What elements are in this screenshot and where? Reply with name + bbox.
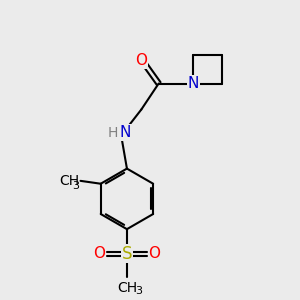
Text: O: O	[135, 53, 147, 68]
Text: N: N	[120, 125, 131, 140]
Text: O: O	[148, 246, 160, 261]
Text: 3: 3	[72, 181, 79, 191]
Text: H: H	[107, 125, 118, 140]
Text: N: N	[188, 76, 199, 91]
Text: CH: CH	[117, 281, 137, 295]
Text: S: S	[122, 245, 132, 263]
Text: CH: CH	[59, 174, 79, 188]
Text: 3: 3	[135, 286, 142, 296]
Text: O: O	[94, 246, 106, 261]
